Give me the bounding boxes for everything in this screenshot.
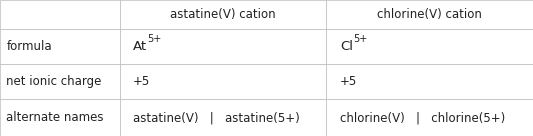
Text: astatine(V) cation: astatine(V) cation — [171, 8, 276, 21]
Text: At: At — [133, 40, 148, 53]
Text: +5: +5 — [133, 75, 150, 88]
Text: alternate names: alternate names — [6, 111, 104, 124]
Bar — [120, 29, 326, 64]
Text: chlorine(V) cation: chlorine(V) cation — [377, 8, 482, 21]
Bar — [0, 99, 120, 136]
Bar — [120, 0, 326, 29]
Bar — [326, 0, 533, 29]
Bar — [0, 29, 120, 64]
Bar — [120, 99, 326, 136]
Bar — [326, 99, 533, 136]
Text: 5+: 5+ — [147, 34, 161, 44]
Text: astatine(V)   |   astatine(5+): astatine(V) | astatine(5+) — [133, 111, 300, 124]
Bar — [326, 29, 533, 64]
Bar — [0, 64, 120, 99]
Text: Cl: Cl — [340, 40, 353, 53]
Text: 5+: 5+ — [354, 34, 368, 44]
Bar — [326, 64, 533, 99]
Bar — [120, 64, 326, 99]
Text: +5: +5 — [340, 75, 357, 88]
Bar — [0, 0, 120, 29]
Text: chlorine(V)   |   chlorine(5+): chlorine(V) | chlorine(5+) — [340, 111, 505, 124]
Text: net ionic charge: net ionic charge — [6, 75, 102, 88]
Text: formula: formula — [6, 40, 52, 53]
